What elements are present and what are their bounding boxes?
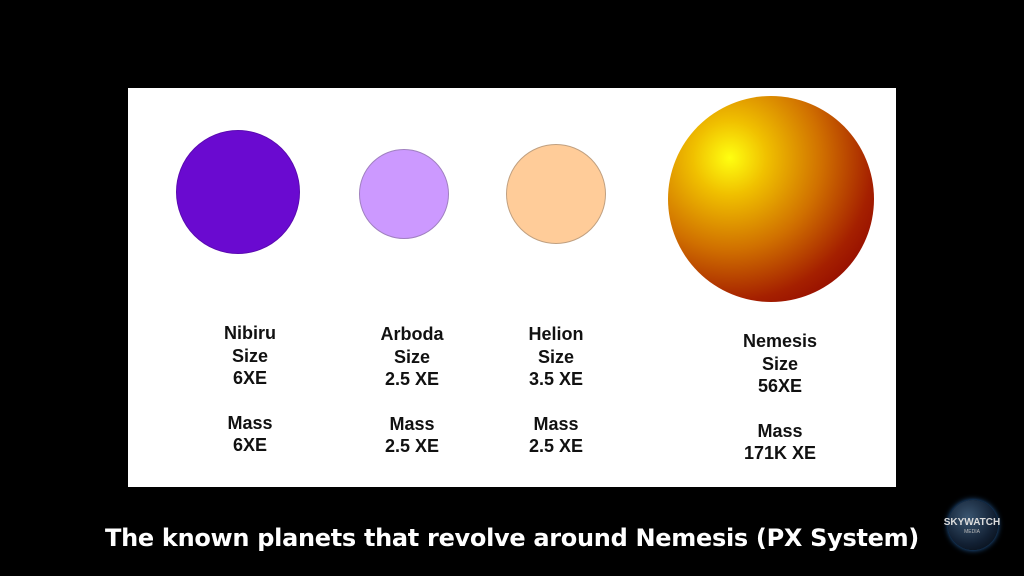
logo-title: SKYWATCH — [943, 517, 1001, 528]
arboda-info: Arboda Size 2.5 XE Mass 2.5 XE — [332, 323, 492, 458]
slide: Nibiru Size 6XE Mass 6XE Arboda Size 2.5… — [128, 88, 896, 487]
helion-planet — [506, 144, 606, 244]
globe-icon — [948, 500, 998, 550]
size-value: 6XE — [232, 368, 268, 388]
mass-label: Mass — [757, 420, 803, 441]
skywatch-logo: SKYWATCH MEDIA — [940, 498, 1004, 554]
nibiru-info: Nibiru Size 6XE Mass 6XE — [170, 322, 330, 457]
mass-value: 171K XE — [743, 443, 817, 463]
mass-label: Mass — [533, 413, 579, 434]
planet-name: Nibiru — [224, 323, 276, 343]
nemesis-info: Nemesis Size 56XE Mass 171K XE — [700, 330, 860, 465]
mass-label: Mass — [227, 412, 273, 433]
planet-name: Nemesis — [742, 331, 818, 351]
size-label: Size — [231, 345, 269, 366]
size-label: Size — [537, 346, 575, 367]
mass-value: 2.5 XE — [528, 436, 584, 456]
logo-subtitle: MEDIA — [964, 529, 980, 535]
size-value: 2.5 XE — [384, 369, 440, 389]
mass-value: 2.5 XE — [384, 436, 440, 456]
planet-name: Arboda — [380, 324, 444, 344]
size-label: Size — [393, 346, 431, 367]
planet-name: Helion — [528, 324, 584, 344]
mass-label: Mass — [389, 413, 435, 434]
helion-info: Helion Size 3.5 XE Mass 2.5 XE — [476, 323, 636, 458]
arboda-planet — [359, 149, 449, 239]
mass-value: 6XE — [232, 435, 268, 455]
size-value: 56XE — [757, 376, 803, 396]
size-value: 3.5 XE — [528, 369, 584, 389]
size-label: Size — [761, 353, 799, 374]
nibiru-planet — [176, 130, 300, 254]
caption: The known planets that revolve around Ne… — [105, 524, 919, 552]
nemesis-planet — [668, 96, 874, 302]
